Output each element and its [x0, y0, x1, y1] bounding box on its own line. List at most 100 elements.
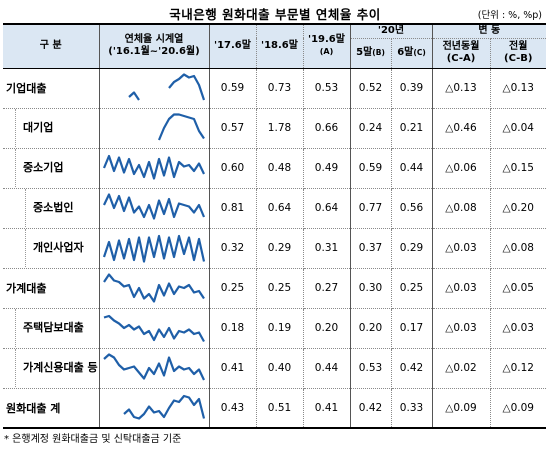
sparkline-chart	[157, 113, 205, 141]
value-2005: 0.37	[350, 228, 392, 269]
header-col-1806: '18.6말	[256, 23, 304, 69]
header-category: 구 분	[3, 23, 100, 69]
value-yoy: △0.03	[432, 308, 491, 349]
page-title: 국내은행 원화대출 부문별 연체율 추이	[169, 7, 381, 24]
row-label: 원화대출 계	[3, 388, 100, 429]
value-1806: 0.25	[256, 268, 304, 309]
sparkline-chart	[102, 234, 206, 263]
table-row: 기업대출 0.59 0.73 0.53 0.52 0.39 △0.13 △0.13	[3, 68, 547, 109]
sparkline-series	[157, 113, 205, 141]
value-1906: 0.20	[303, 308, 351, 349]
value-1906: 0.53	[303, 68, 351, 109]
value-2005: 0.77	[350, 188, 392, 229]
value-2005: 0.24	[350, 108, 392, 149]
sparkline-cell	[99, 188, 210, 229]
sparkline-cell	[99, 388, 210, 429]
value-2005: 0.20	[350, 308, 392, 349]
table-row: 개인사업자 0.32 0.29 0.31 0.37 0.29 △0.03 △0.08	[3, 228, 547, 269]
header-year-2020: '20년	[350, 23, 433, 39]
sparkline-chart	[128, 73, 206, 101]
header-series: 연체율 시계열 ('16.1월~'20.6월)	[99, 23, 210, 69]
row-label: 중소기업	[3, 148, 100, 189]
value-2005: 0.52	[350, 68, 392, 109]
sparkline-series	[102, 234, 206, 263]
value-mom: △0.08	[490, 228, 547, 269]
table-row: 가계신용대출 등 0.41 0.40 0.44 0.53 0.42 △0.02 △0.12	[3, 348, 547, 389]
value-1906: 0.49	[303, 148, 351, 189]
row-label: 중소법인	[3, 188, 100, 229]
value-2006: 0.56	[391, 188, 433, 229]
sparkline-chart	[102, 154, 205, 180]
value-1806: 0.48	[256, 148, 304, 189]
header-mom: 전월 (C-B)	[490, 38, 547, 69]
sparkline-cell	[99, 108, 210, 149]
sparkline-chart	[103, 193, 206, 220]
value-1706: 0.81	[209, 188, 257, 229]
header-col-2005: 5말(B)	[350, 38, 392, 69]
row-label: 대기업	[3, 108, 100, 149]
sparkline-cell	[99, 308, 210, 349]
value-2006: 0.42	[391, 348, 433, 389]
value-2005: 0.59	[350, 148, 392, 189]
sparkline-cell	[99, 268, 210, 309]
value-1906: 0.44	[303, 348, 351, 389]
value-yoy: △0.09	[432, 388, 491, 429]
sparkline-chart	[103, 353, 205, 381]
table-row: 원화대출 계 0.43 0.51 0.41 0.42 0.33 △0.09 △0.09	[3, 388, 547, 429]
row-label: 가계신용대출 등	[3, 348, 100, 389]
value-mom: △0.03	[490, 308, 547, 349]
row-label: 주택담보대출	[3, 308, 100, 349]
table-row: 중소기업 0.60 0.48 0.49 0.59 0.44 △0.06 △0.15	[3, 148, 547, 189]
value-yoy: △0.08	[432, 188, 491, 229]
value-1906: 0.31	[303, 228, 351, 269]
sparkline-series	[102, 154, 205, 180]
header-change: 변 동	[432, 23, 547, 39]
value-2005: 0.53	[350, 348, 392, 389]
value-1706: 0.18	[209, 308, 257, 349]
sparkline-cell	[99, 68, 210, 109]
value-1806: 0.40	[256, 348, 304, 389]
header-col-1706: '17.6말	[209, 23, 257, 69]
header-col-1906: '19.6말 (A)	[303, 23, 351, 69]
value-yoy: △0.03	[432, 228, 491, 269]
table-row: 주택담보대출 0.18 0.19 0.20 0.20 0.17 △0.03 △0.03	[3, 308, 547, 349]
value-yoy: △0.13	[432, 68, 491, 109]
value-2006: 0.33	[391, 388, 433, 429]
value-1806: 0.73	[256, 68, 304, 109]
value-mom: △0.09	[490, 388, 547, 429]
value-mom: △0.05	[490, 268, 547, 309]
value-2006: 0.21	[391, 108, 433, 149]
row-label: 기업대출	[3, 68, 100, 109]
sparkline-series	[103, 193, 206, 220]
sparkline-cell	[99, 348, 210, 389]
value-1706: 0.32	[209, 228, 257, 269]
value-1706: 0.43	[209, 388, 257, 429]
value-1906: 0.27	[303, 268, 351, 309]
value-yoy: △0.03	[432, 268, 491, 309]
value-1906: 0.41	[303, 388, 351, 429]
sparkline-series	[103, 273, 205, 303]
sparkline-cell	[99, 148, 210, 189]
sparkline-chart	[103, 273, 205, 303]
footnote: * 은행계정 원화대출금 및 신탁대출금 기준	[4, 434, 182, 445]
value-yoy: △0.02	[432, 348, 491, 389]
value-1706: 0.60	[209, 148, 257, 189]
value-mom: △0.15	[490, 148, 547, 189]
value-2006: 0.44	[391, 148, 433, 189]
value-mom: △0.12	[490, 348, 547, 389]
unit-label: (단위 : %, %p)	[477, 10, 542, 21]
table-row: 대기업 0.57 1.78 0.66 0.24 0.21 △0.46 △0.04	[3, 108, 547, 149]
value-1806: 0.19	[256, 308, 304, 349]
table-row: 중소법인 0.81 0.64 0.64 0.77 0.56 △0.08 △0.20	[3, 188, 547, 229]
value-1706: 0.41	[209, 348, 257, 389]
sparkline-series	[123, 394, 206, 420]
value-1806: 0.64	[256, 188, 304, 229]
value-1706: 0.59	[209, 68, 257, 109]
sparkline-chart	[123, 394, 206, 420]
value-2006: 0.29	[391, 228, 433, 269]
value-mom: △0.04	[490, 108, 547, 149]
header-col-2006: 6말(C)	[391, 38, 433, 69]
value-2005: 0.30	[350, 268, 392, 309]
value-2005: 0.42	[350, 388, 392, 429]
value-2006: 0.17	[391, 308, 433, 349]
